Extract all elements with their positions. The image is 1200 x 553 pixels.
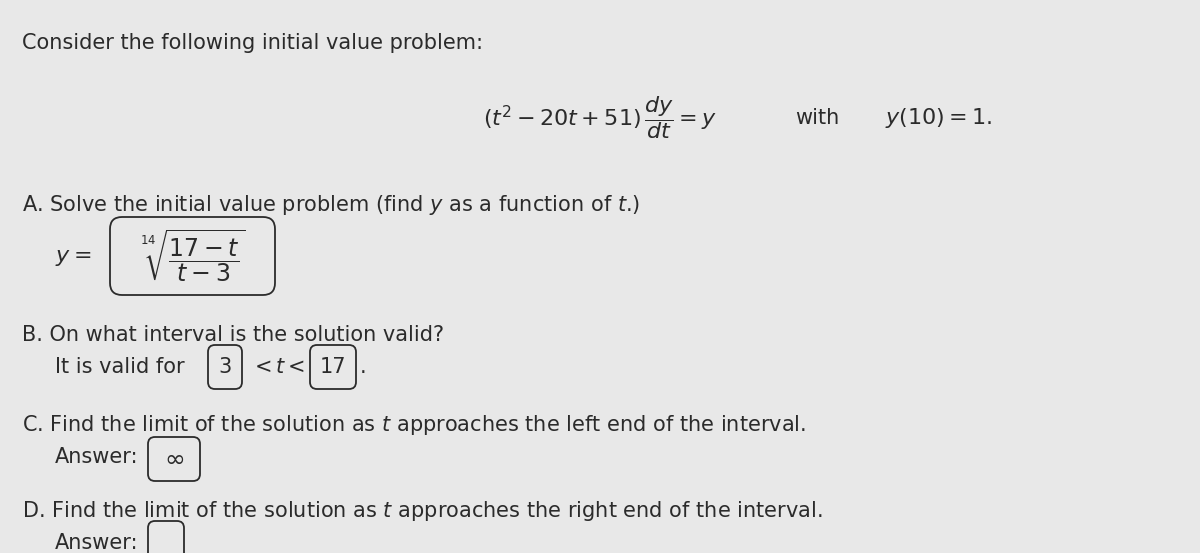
Text: .: .: [360, 357, 367, 377]
Text: Consider the following initial value problem:: Consider the following initial value pro…: [22, 33, 482, 53]
Text: D. Find the limit of the solution as $t$ approaches the right end of the interva: D. Find the limit of the solution as $t$…: [22, 499, 822, 523]
Text: It is valid for: It is valid for: [55, 357, 185, 377]
Text: $(t^2 - 20t + 51)\,\dfrac{dy}{dt} = y$: $(t^2 - 20t + 51)\,\dfrac{dy}{dt} = y$: [482, 95, 718, 142]
Text: Answer:: Answer:: [55, 447, 138, 467]
Text: $< t <$: $< t <$: [250, 357, 305, 377]
Text: $\sqrt[14]{\dfrac{17-t}{t-3}}$: $\sqrt[14]{\dfrac{17-t}{t-3}}$: [140, 227, 245, 285]
Text: $y =$: $y =$: [55, 248, 91, 268]
Text: 17: 17: [319, 357, 347, 377]
Text: with: with: [796, 108, 839, 128]
Text: B. On what interval is the solution valid?: B. On what interval is the solution vali…: [22, 325, 444, 345]
Text: 3: 3: [218, 357, 232, 377]
Text: A. Solve the initial value problem (find $y$ as a function of $t$.): A. Solve the initial value problem (find…: [22, 193, 641, 217]
Text: $y(10) = 1.$: $y(10) = 1.$: [886, 106, 992, 130]
Text: C. Find the limit of the solution as $t$ approaches the left end of the interval: C. Find the limit of the solution as $t$…: [22, 413, 806, 437]
Text: $\infty$: $\infty$: [164, 447, 184, 471]
Text: Answer:: Answer:: [55, 533, 138, 553]
